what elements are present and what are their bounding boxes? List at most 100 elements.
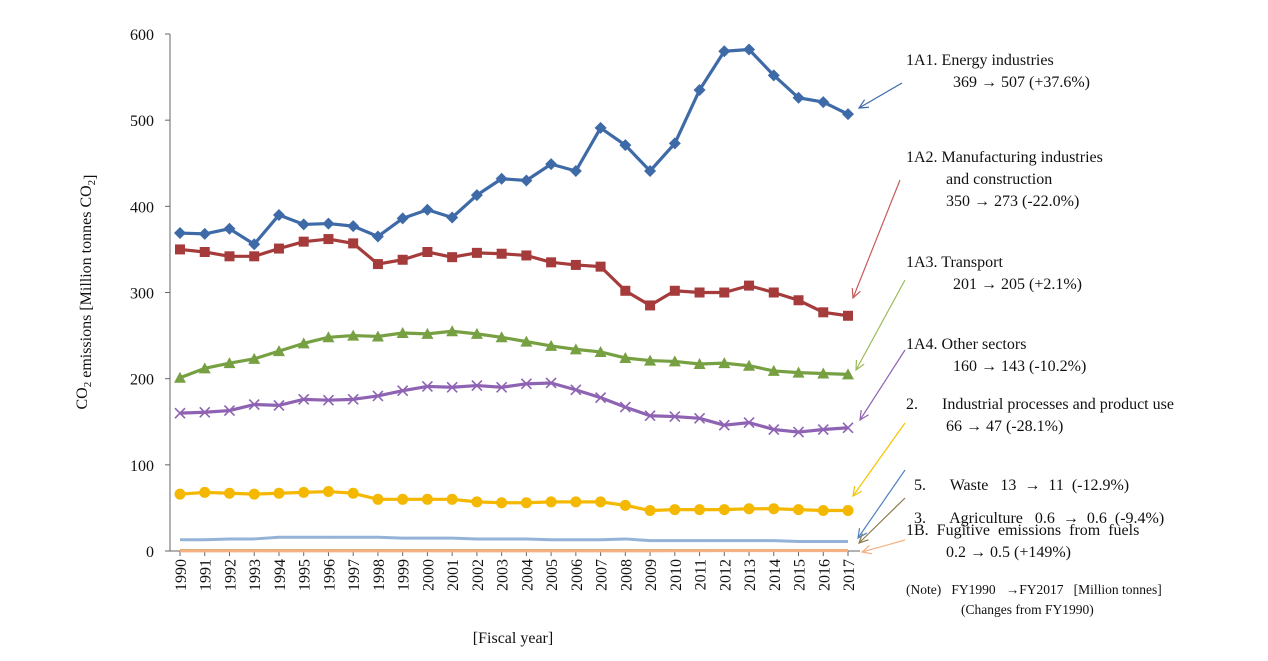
annotation-arrow-1 (852, 179, 901, 299)
y-axis-label-text: CO2 emissions [Million tonnes CO2] (74, 174, 99, 409)
data-point-0-18 (619, 139, 632, 152)
data-point-0-10 (421, 203, 434, 216)
data-point-2-0 (174, 371, 186, 383)
data-point-7-8 (377, 550, 378, 551)
data-point-1-4 (273, 243, 284, 254)
data-point-7-22 (724, 550, 725, 551)
x-tick-label: 1995 (297, 559, 314, 591)
y-tick-label: 200 (130, 372, 154, 389)
x-tick-label: 2016 (816, 559, 833, 591)
data-point-3-2 (223, 404, 236, 417)
data-point-1-19 (645, 300, 656, 311)
data-point-4-3 (248, 488, 260, 500)
annotation-fugitive-title: 1B. Fugitive emissions from fuels (906, 522, 1140, 539)
data-point-5-13 (501, 538, 502, 539)
data-point-4-4 (273, 487, 285, 499)
data-point-2-7 (347, 329, 360, 341)
data-point-7-0 (180, 550, 181, 551)
data-point-4-19 (644, 505, 656, 517)
data-point-3-19 (644, 410, 656, 422)
note-line1: (Note) FY1990 →FY2017 [Million tonnes] (906, 582, 1162, 597)
annotation-industrial-processes-title: 2. Industrial processes and product use (906, 396, 1174, 413)
annotation-agriculture: 3. Agriculture 0.6 → 0.6 (-9.4%) (906, 486, 1164, 530)
data-point-3-21 (693, 412, 706, 424)
annotation-transport-change: 201 → 205 (+2.1%) (953, 276, 1083, 293)
data-point-7-20 (674, 550, 675, 551)
annotation-manufacturing-change: 350 → 273 (-22.0%) (946, 193, 1080, 210)
data-point-0-27 (842, 108, 854, 121)
data-point-7-24 (773, 550, 774, 551)
data-point-3-5 (298, 393, 310, 405)
annotation-other-sectors: 1A4. Other sectors 160 → 143 (-10.2%) (906, 334, 1086, 378)
annotation-arrowhead-4 (852, 486, 863, 498)
x-tick-label: 2003 (495, 559, 512, 591)
data-point-5-11 (452, 538, 453, 539)
data-point-2-26 (817, 367, 830, 379)
data-point-0-7 (347, 220, 360, 233)
data-point-7-6 (328, 550, 329, 551)
data-point-2-12 (470, 327, 483, 339)
data-point-4-14 (520, 497, 532, 509)
data-point-7-11 (452, 550, 453, 551)
data-point-3-16 (570, 384, 582, 396)
data-point-7-10 (427, 550, 428, 551)
data-point-0-14 (520, 174, 533, 187)
annotation-transport: 1A3. Transport 201 → 205 (+2.1%) (906, 252, 1082, 296)
data-point-4-11 (446, 493, 458, 505)
x-tick-label: 2002 (470, 559, 487, 591)
data-point-1-14 (521, 250, 532, 261)
data-point-1-26 (818, 307, 829, 318)
annotation-arrowhead-6 (858, 533, 869, 544)
data-point-3-1 (199, 406, 211, 418)
series-line-4 (179, 489, 848, 513)
annotation-arrow-4 (852, 422, 906, 497)
data-point-7-25 (798, 550, 799, 551)
data-point-3-9 (397, 385, 409, 397)
x-tick-label: 2012 (717, 559, 734, 591)
annotation-arrowhead-0 (857, 99, 870, 109)
data-point-5-17 (600, 539, 601, 540)
data-point-1-24 (768, 287, 779, 298)
data-point-3-4 (273, 399, 285, 411)
data-point-1-25 (793, 295, 804, 306)
data-point-4-0 (174, 488, 186, 500)
data-point-7-5 (303, 550, 304, 551)
x-tick-label: 2001 (445, 559, 462, 591)
x-tick-label: 1999 (396, 559, 413, 591)
data-point-2-2 (223, 357, 236, 369)
data-point-3-14 (520, 378, 532, 390)
data-point-0-4 (272, 208, 285, 221)
data-point-4-17 (595, 496, 607, 508)
y-tick-label: 500 (130, 113, 154, 130)
data-point-2-14 (520, 335, 533, 347)
data-point-5-5 (303, 537, 304, 538)
data-point-4-13 (496, 497, 508, 509)
annotation-arrow-3 (859, 349, 906, 421)
x-tick-label: 2017 (841, 559, 858, 591)
data-point-4-23 (743, 503, 755, 515)
annotation-industrial-processes: 2. Industrial processes and product use … (906, 394, 1174, 438)
data-point-0-20 (668, 137, 681, 150)
data-point-7-26 (823, 550, 824, 551)
data-point-3-3 (248, 398, 260, 411)
annotation-waste: 5. Waste 13 → 11 (-12.9%) (906, 453, 1129, 497)
data-point-7-23 (749, 550, 750, 551)
data-point-0-19 (644, 165, 657, 178)
data-point-7-17 (600, 550, 601, 551)
data-point-2-5 (297, 337, 310, 349)
data-point-1-20 (669, 285, 680, 296)
data-point-1-5 (298, 236, 309, 247)
data-point-2-27 (842, 368, 854, 380)
data-point-2-6 (322, 331, 335, 343)
x-tick-label: 2004 (519, 559, 536, 591)
annotation-transport-title: 1A3. Transport (906, 254, 1003, 271)
data-point-5-1 (204, 539, 205, 540)
annotation-arrowhead-2 (855, 359, 865, 372)
data-point-4-15 (545, 496, 557, 508)
data-point-0-3 (248, 238, 261, 251)
data-point-7-19 (650, 550, 651, 551)
data-point-0-17 (594, 121, 607, 134)
data-point-3-8 (372, 390, 384, 402)
annotation-agriculture-title: 3. Agriculture 0.6 → 0.6 (-9.4%) (914, 510, 1165, 527)
